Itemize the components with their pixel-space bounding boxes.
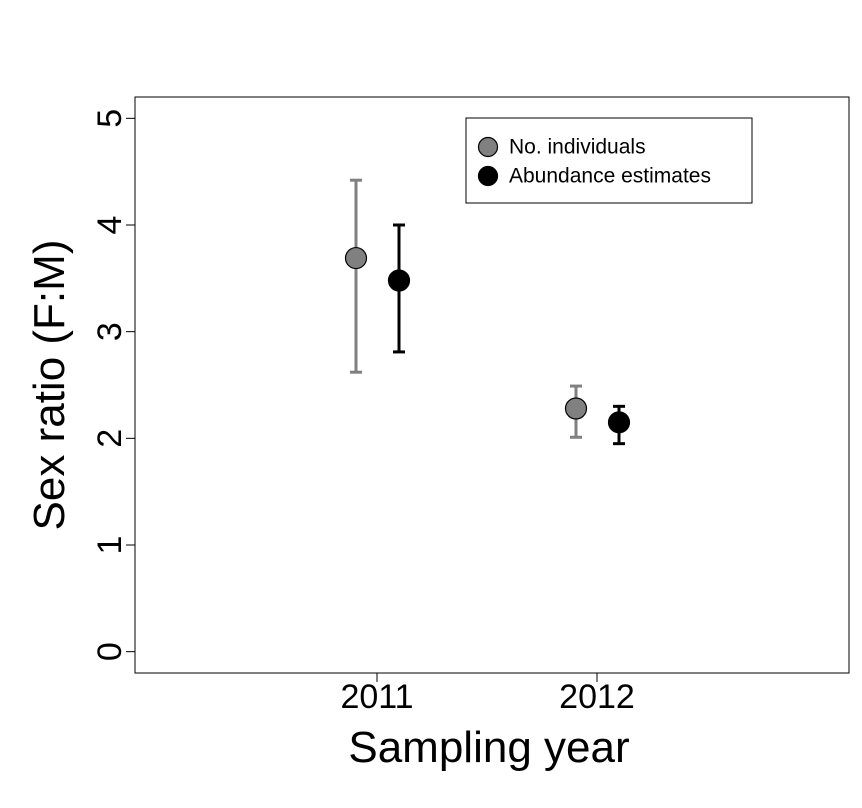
y-tick-label-3: 3 bbox=[91, 322, 129, 341]
y-axis: 0 1 2 3 4 5 bbox=[91, 109, 135, 661]
x-tick-label-1: 2012 bbox=[559, 678, 635, 716]
y-tick-label-2: 2 bbox=[91, 429, 129, 448]
legend-marker-0 bbox=[477, 136, 499, 158]
y-tick-label-1: 1 bbox=[91, 536, 129, 555]
y-tick-label-5: 5 bbox=[91, 109, 129, 128]
legend-label-0: No. individuals bbox=[509, 136, 646, 159]
y-tick-label-0: 0 bbox=[91, 642, 129, 661]
y-tick-label-4: 4 bbox=[91, 216, 129, 235]
x-tick-label-0: 2011 bbox=[340, 678, 413, 716]
legend: No. individuals Abundance estimates bbox=[465, 117, 753, 204]
data-point-0-0 bbox=[344, 246, 368, 270]
x-axis: 2011 2012 bbox=[340, 673, 635, 716]
plot-frame bbox=[134, 96, 850, 674]
series-layer bbox=[344, 178, 631, 446]
legend-label-1: Abundance estimates bbox=[509, 165, 711, 188]
legend-box bbox=[465, 117, 753, 204]
data-point-1-0 bbox=[387, 269, 411, 292]
x-axis-label: Sampling year bbox=[348, 723, 629, 772]
data-point-0-1 bbox=[564, 397, 588, 420]
data-point-1-1 bbox=[607, 411, 631, 434]
y-axis-label: Sex ratio (F:M) bbox=[25, 240, 74, 531]
legend-marker-1 bbox=[477, 165, 499, 187]
